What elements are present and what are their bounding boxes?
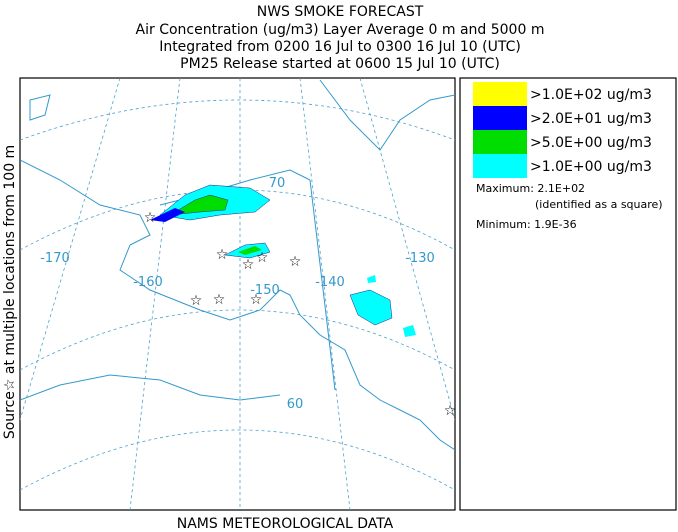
graticule <box>20 78 121 421</box>
graticule <box>20 309 455 371</box>
header-line: PM25 Release started at 0600 15 Jul 10 (… <box>180 56 500 72</box>
legend-label: >1.0E+00 ug/m3 <box>530 159 652 175</box>
map-label: 70 <box>269 176 286 191</box>
smoke-plume <box>349 289 393 326</box>
smoke-plume <box>403 325 416 337</box>
legend-label: >5.0E+00 ug/m3 <box>530 135 652 151</box>
legend-label: >1.0E+02 ug/m3 <box>530 87 652 103</box>
graticule <box>20 99 455 141</box>
map-label: -130 <box>405 251 435 266</box>
header-line: Air Concentration (ug/m3) Layer Average … <box>136 22 545 38</box>
map-label: -160 <box>133 275 163 290</box>
legend-swatch <box>473 106 527 130</box>
title: NWS SMOKE FORECAST <box>257 4 424 20</box>
source-star: ☆ <box>250 292 263 308</box>
legend-label: >2.0E+01 ug/m3 <box>530 111 652 127</box>
source-star: ☆ <box>213 292 226 308</box>
map-label: -140 <box>315 275 345 290</box>
graticule <box>129 78 181 510</box>
header-line: Integrated from 0200 16 Jul to 0300 16 J… <box>159 39 521 55</box>
coastline <box>319 79 455 151</box>
maximum: Maximum: 2.1E+02 <box>476 182 585 195</box>
map: ☆ ☆ ☆ ☆ ☆ ☆ ☆ ☆ ☆ -170 -160 -150 -140 -1… <box>19 77 457 511</box>
minimum: Minimum: 1.9E-36 <box>476 218 577 231</box>
graticule <box>299 78 351 510</box>
coastline <box>20 374 281 401</box>
source-star: ☆ <box>216 247 229 263</box>
smoke-plume <box>150 208 185 222</box>
map-label: -170 <box>40 251 70 266</box>
border <box>309 179 336 391</box>
coastline <box>20 159 455 451</box>
legend: Maximum: 2.1E+02 (identified as a square… <box>459 77 677 511</box>
source-star: ☆ <box>289 254 302 270</box>
legend-swatch <box>473 130 527 154</box>
sources: ☆ ☆ ☆ ☆ ☆ ☆ ☆ ☆ ☆ <box>144 210 457 419</box>
graticule <box>20 429 455 491</box>
source-star: ☆ <box>190 293 203 309</box>
legend-swatch <box>473 82 527 106</box>
max-note: (identified as a square) <box>535 198 663 211</box>
map-label: -150 <box>250 283 280 298</box>
smoke-plume <box>169 194 229 216</box>
legend-swatch <box>473 154 527 178</box>
source-star: ☆ <box>144 210 157 226</box>
map-frame <box>19 77 456 511</box>
map-content: ☆ ☆ ☆ ☆ ☆ ☆ ☆ ☆ ☆ -170 -160 -150 -140 -1… <box>20 78 457 510</box>
island <box>29 94 51 121</box>
source-star: ☆ <box>256 250 269 266</box>
graticule <box>359 78 455 421</box>
footer: NAMS METEOROLOGICAL DATA <box>177 516 394 532</box>
source-star: ☆ <box>242 257 255 273</box>
smoke-plume <box>367 275 376 283</box>
source-star: ☆ <box>444 403 457 419</box>
smoke-plume <box>238 246 262 255</box>
map-label: 60 <box>287 397 304 412</box>
side-label: Source☆ at multiple locations from 100 m <box>2 145 18 439</box>
